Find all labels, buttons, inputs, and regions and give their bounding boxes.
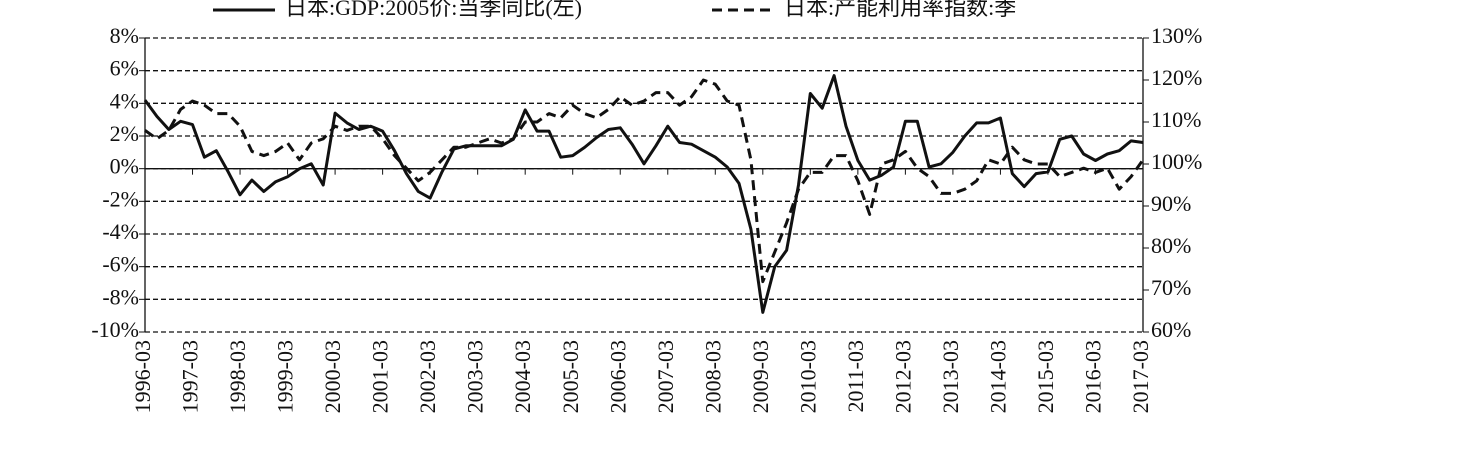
y2-tick-label: 100%	[1151, 149, 1202, 174]
y-tick-label: 6%	[110, 56, 139, 81]
y2-tick-label: 90%	[1151, 191, 1191, 216]
x-tick-label: 2003-03	[463, 340, 488, 413]
x-tick-label: 2016-03	[1081, 340, 1106, 413]
x-tick-label: 2013-03	[938, 340, 963, 413]
y-tick-label: -6%	[102, 252, 139, 277]
x-tick-label: 1999-03	[273, 340, 298, 413]
y-tick-label: -10%	[91, 317, 139, 342]
x-tick-label: 2002-03	[415, 340, 440, 413]
x-tick-label: 1996-03	[130, 340, 155, 413]
y-tick-label: 0%	[110, 154, 139, 179]
y-tick-label: -2%	[102, 186, 139, 211]
legend-label: 日本:产能利用率指数:季	[784, 0, 1016, 20]
x-tick-label: 2006-03	[605, 340, 630, 413]
x-tick-label: 2012-03	[890, 340, 915, 413]
y2-tick-label: 130%	[1151, 23, 1202, 48]
x-tick-label: 2017-03	[1128, 340, 1153, 413]
x-tick-label: 1998-03	[225, 340, 250, 413]
x-tick-label: 2015-03	[1033, 340, 1058, 413]
x-tick-label: 2001-03	[368, 340, 393, 413]
x-tick-label: 2008-03	[700, 340, 725, 413]
y-tick-label: 4%	[110, 88, 139, 113]
x-tick-label: 2000-03	[320, 340, 345, 413]
series-line	[143, 74, 1144, 314]
series-line	[144, 78, 1145, 284]
x-tick-label: 1997-03	[178, 340, 203, 413]
x-tick-label: 2009-03	[748, 340, 773, 413]
y-tick-label: -8%	[102, 284, 139, 309]
x-tick-label: 2005-03	[558, 340, 583, 413]
y-tick-label: -4%	[102, 219, 139, 244]
y2-tick-label: 70%	[1151, 275, 1191, 300]
x-tick-label: 2011-03	[843, 340, 868, 413]
y-tick-label: 8%	[110, 23, 139, 48]
y2-tick-label: 110%	[1151, 107, 1202, 132]
x-tick-label: 2014-03	[985, 340, 1010, 413]
y2-tick-label: 60%	[1151, 317, 1191, 342]
x-tick-label: 2004-03	[510, 340, 535, 413]
y-tick-label: 2%	[110, 121, 139, 146]
y2-tick-label: 80%	[1151, 233, 1191, 258]
y2-tick-label: 120%	[1151, 65, 1202, 90]
x-tick-label: 2007-03	[653, 340, 678, 413]
x-tick-label: 2010-03	[795, 340, 820, 413]
legend-label: 日本:GDP:2005价:当季同比(左)	[285, 0, 582, 20]
